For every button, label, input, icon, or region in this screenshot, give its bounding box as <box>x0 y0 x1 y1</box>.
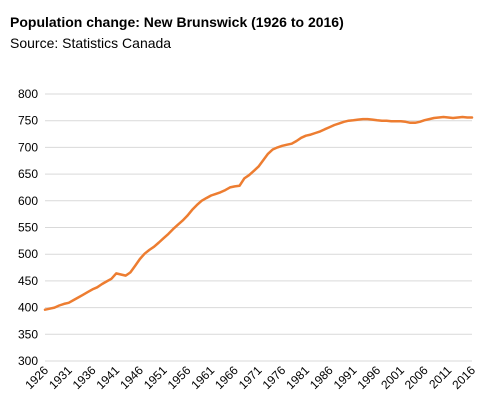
x-tick-label: 1996 <box>354 363 383 392</box>
y-tick-label: 450 <box>18 274 38 288</box>
x-tick-label: 1936 <box>70 363 99 392</box>
chart-subtitle: Source: Statistics Canada <box>10 35 172 51</box>
x-tick-label: 1941 <box>94 363 123 392</box>
y-tick-label: 550 <box>18 221 38 235</box>
x-tick-label: 1951 <box>141 363 170 392</box>
y-tick-label: 350 <box>18 327 38 341</box>
y-tick-label: 750 <box>18 114 38 128</box>
y-tick-label: 650 <box>18 167 38 181</box>
x-tick-label: 2016 <box>449 363 478 392</box>
x-tick-label: 2001 <box>378 363 407 392</box>
x-tick-label: 2006 <box>402 363 431 392</box>
grid-layer <box>45 93 472 362</box>
x-tick-label: 1931 <box>46 363 75 392</box>
y-tick-label: 500 <box>18 247 38 261</box>
x-tick-label: 1956 <box>165 363 194 392</box>
x-tick-label: 1946 <box>117 363 146 392</box>
x-tick-label: 1986 <box>307 363 336 392</box>
x-tick-label: 1961 <box>188 363 217 392</box>
y-tick-label: 800 <box>18 87 38 101</box>
x-axis: 1926193119361941194619511956196119661971… <box>22 363 478 392</box>
chart-title: Population change: New Brunswick (1926 t… <box>10 14 344 30</box>
x-tick-label: 1981 <box>283 363 312 392</box>
x-tick-label: 1976 <box>260 363 289 392</box>
y-tick-label: 300 <box>18 354 38 368</box>
x-tick-label: 1966 <box>212 363 241 392</box>
y-tick-label: 400 <box>18 301 38 315</box>
y-tick-label: 600 <box>18 194 38 208</box>
y-tick-label: 700 <box>18 140 38 154</box>
population-series-line <box>43 115 474 311</box>
x-tick-label: 1991 <box>331 363 360 392</box>
x-tick-label: 1971 <box>236 363 265 392</box>
x-tick-label: 2011 <box>426 363 454 391</box>
series-layer <box>43 115 474 311</box>
y-axis: 300 350 400 450 500 550 600 650 700 750 800 <box>18 87 38 368</box>
